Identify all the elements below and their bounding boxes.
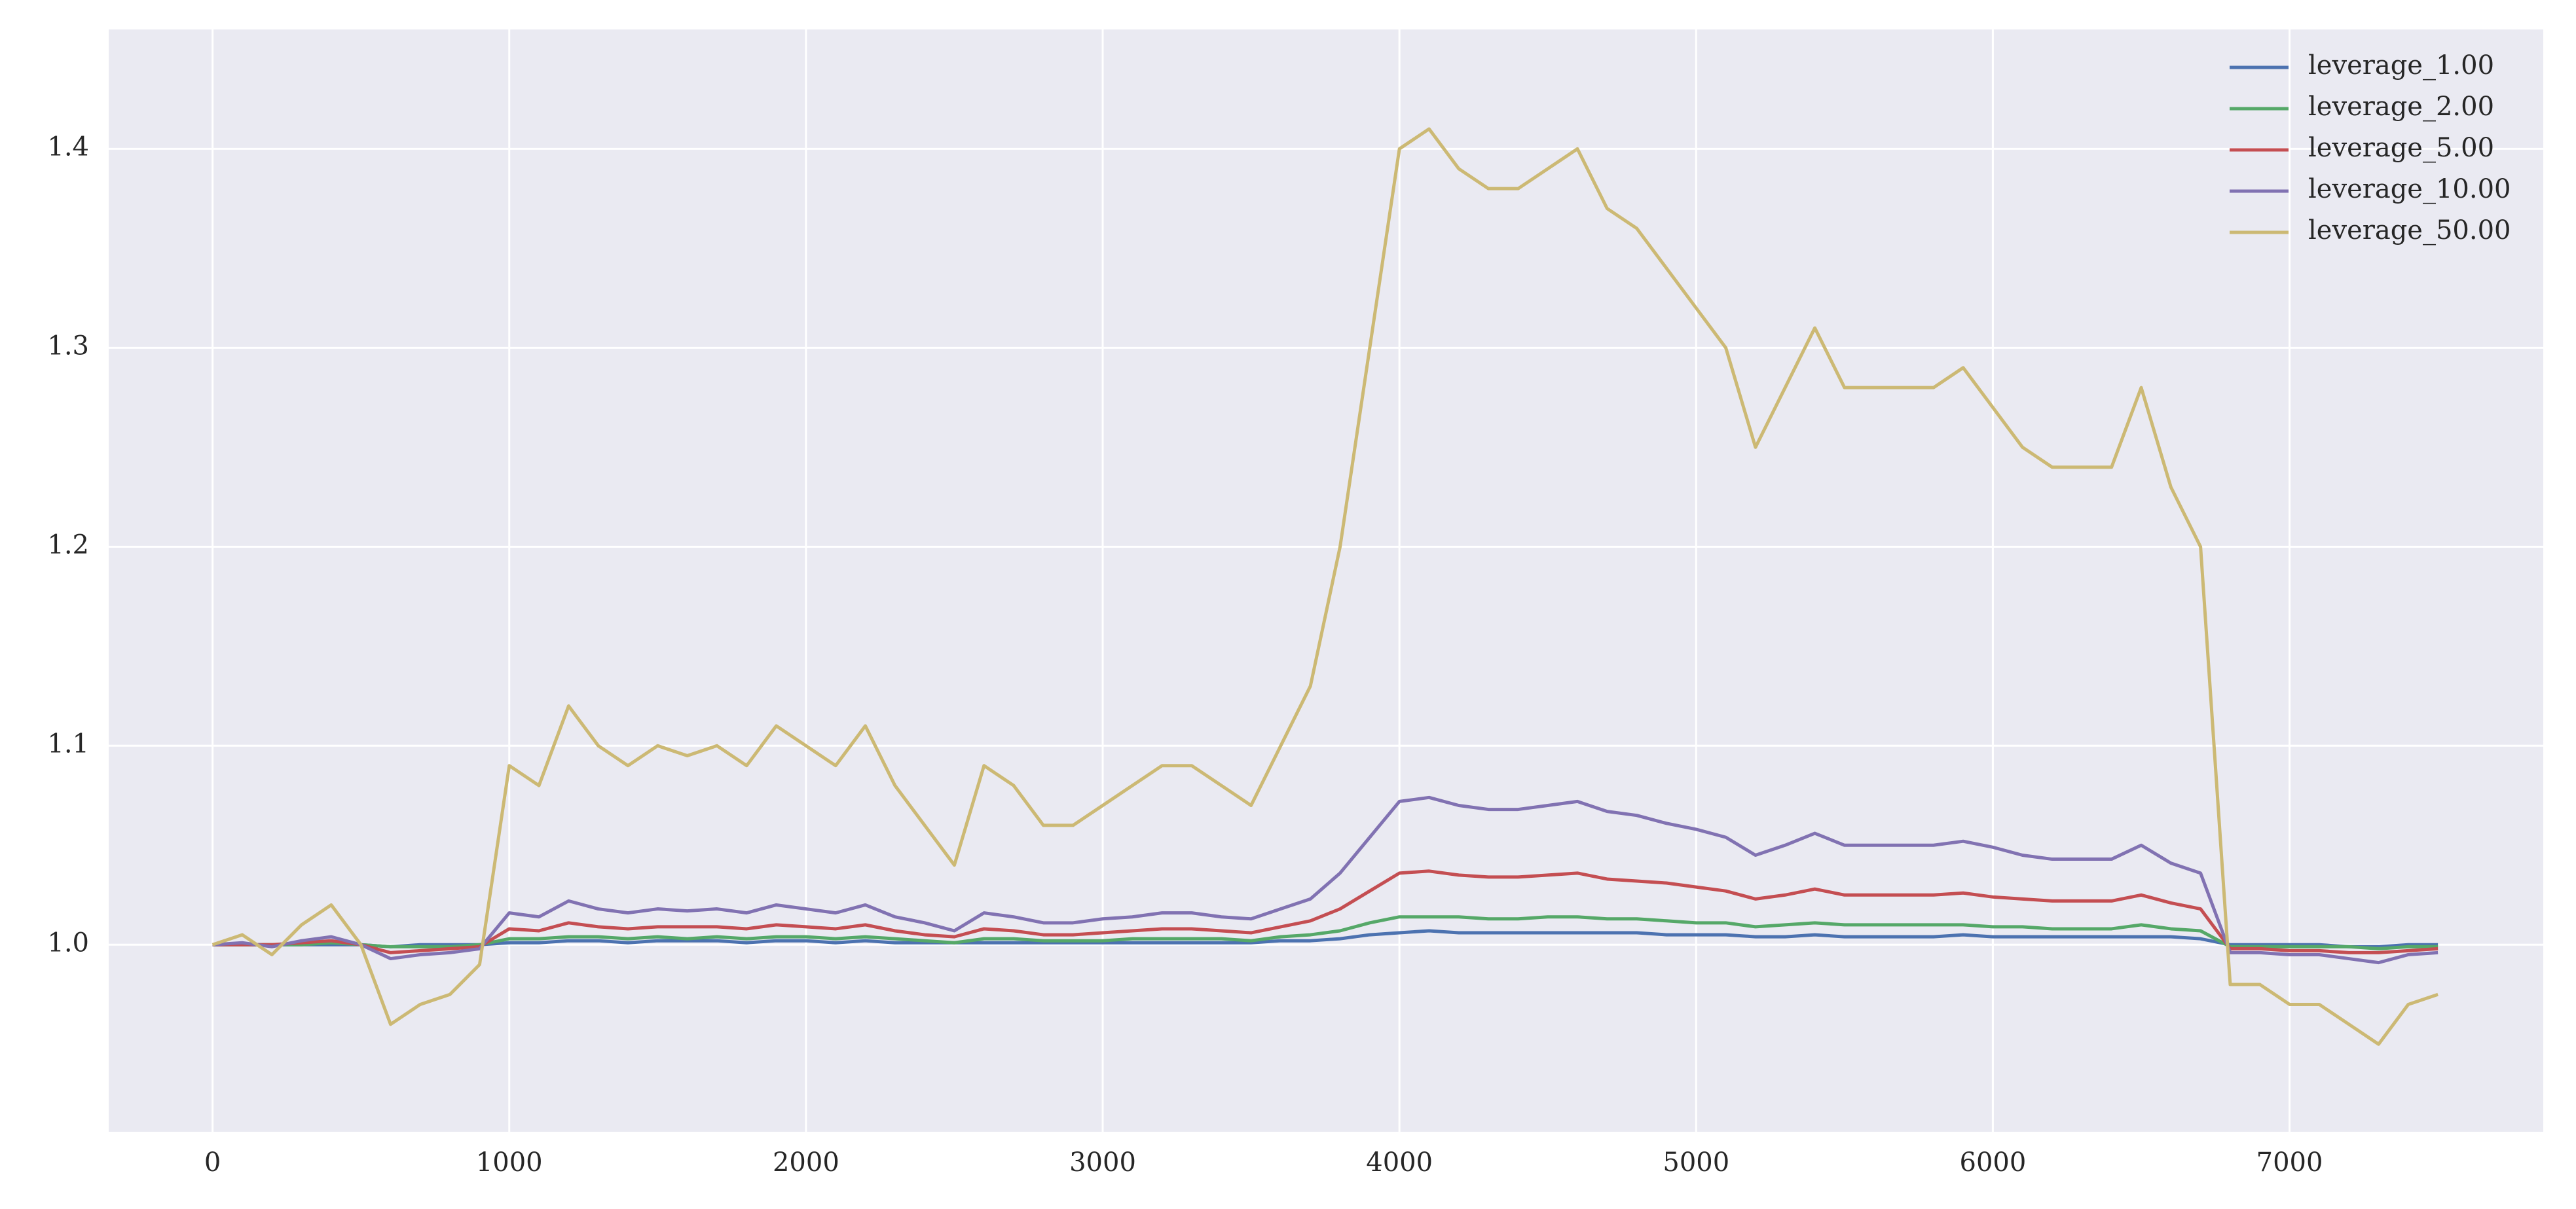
x-tick-label: 2000 — [773, 1147, 839, 1178]
y-tick-label: 1.3 — [47, 331, 89, 361]
x-tick-label: 7000 — [2256, 1147, 2323, 1178]
series-line — [212, 869, 2438, 954]
y-tick-label: 1.4 — [47, 132, 89, 162]
series-line — [212, 929, 2438, 948]
x-tick-label: 0 — [204, 1147, 221, 1178]
x-tick-label: 5000 — [1663, 1147, 1729, 1178]
y-tick-label: 1.2 — [47, 530, 89, 560]
x-tick-label: 1000 — [476, 1147, 543, 1178]
legend-label: leverage_10.00 — [2308, 174, 2511, 204]
series-line — [212, 127, 2438, 1046]
legend-label: leverage_5.00 — [2308, 133, 2494, 163]
y-tick-label: 1.1 — [47, 729, 89, 759]
y-tick-label: 1.0 — [47, 928, 89, 958]
plot-area — [109, 29, 2543, 1132]
x-tick-label: 4000 — [1366, 1147, 1433, 1178]
legend-label: leverage_1.00 — [2308, 50, 2494, 81]
legend-label: leverage_50.00 — [2308, 215, 2511, 245]
series-line — [212, 915, 2438, 950]
series-line — [212, 795, 2438, 965]
x-tick-label: 3000 — [1069, 1147, 1136, 1178]
legend-label: leverage_2.00 — [2308, 92, 2494, 122]
x-tick-label: 6000 — [1960, 1147, 2027, 1178]
